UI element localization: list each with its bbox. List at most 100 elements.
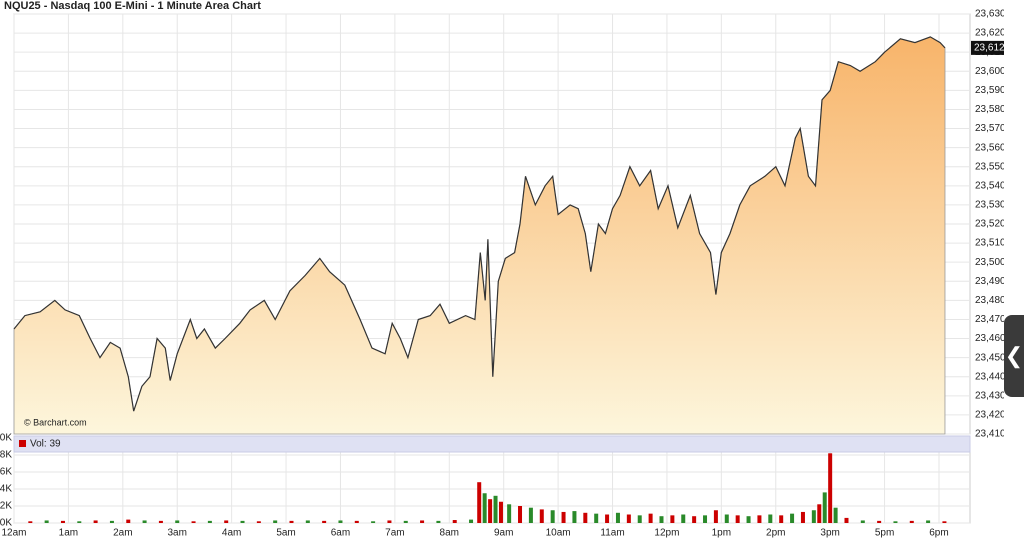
volume-bar bbox=[44, 520, 49, 523]
volume-bar bbox=[371, 521, 376, 523]
volume-bar bbox=[403, 520, 408, 523]
y-tick-label: 23,590 bbox=[975, 85, 1004, 96]
y-tick-label: 23,560 bbox=[975, 142, 1004, 153]
x-tick-label: 4am bbox=[222, 528, 241, 539]
volume-bar bbox=[877, 520, 882, 523]
y-tick-label: 23,510 bbox=[975, 238, 1004, 249]
volume-bar bbox=[909, 520, 914, 523]
volume-bar bbox=[942, 521, 947, 523]
volume-bar bbox=[692, 516, 697, 523]
y-tick-label: 23,410 bbox=[975, 429, 1004, 440]
x-tick-label: 9am bbox=[494, 528, 513, 539]
volume-tick-label: 6K bbox=[0, 467, 12, 478]
volume-bar bbox=[637, 515, 642, 523]
x-tick-label: 10am bbox=[546, 528, 571, 539]
volume-bar bbox=[482, 493, 487, 523]
volume-bar bbox=[387, 520, 392, 523]
volume-bar bbox=[452, 520, 457, 523]
volume-bar bbox=[713, 510, 718, 523]
chart-title: NQU25 - Nasdaq 100 E-Mini - 1 Minute Are… bbox=[4, 0, 261, 12]
volume-bar bbox=[926, 520, 931, 523]
volume-legend-swatch bbox=[19, 440, 26, 447]
x-tick-label: 6am bbox=[331, 528, 350, 539]
volume-bar bbox=[626, 514, 631, 523]
chart: NQU25 - Nasdaq 100 E-Mini - 1 Minute Are… bbox=[0, 0, 1019, 539]
y-tick-label: 23,570 bbox=[975, 123, 1004, 134]
x-tick-label: 2am bbox=[113, 528, 132, 539]
volume-bar bbox=[828, 453, 833, 523]
volume-bar bbox=[860, 520, 865, 523]
collapse-button[interactable]: ❮ bbox=[1004, 315, 1024, 397]
volume-bar bbox=[507, 504, 512, 523]
volume-bar bbox=[605, 514, 610, 523]
volume-bar bbox=[724, 514, 729, 523]
x-tick-label: 11am bbox=[600, 528, 624, 539]
y-tick-label: 23,530 bbox=[975, 200, 1004, 211]
x-tick-label: 1am bbox=[59, 528, 78, 539]
volume-bar bbox=[338, 520, 343, 523]
volume-bar bbox=[191, 521, 196, 523]
x-tick-label: 1pm bbox=[712, 528, 731, 539]
y-tick-label: 23,480 bbox=[975, 295, 1004, 306]
volume-bar bbox=[833, 507, 838, 523]
y-tick-label: 23,430 bbox=[975, 390, 1004, 401]
volume-bar bbox=[126, 519, 131, 523]
volume-bar bbox=[681, 514, 686, 523]
volume-bar bbox=[790, 513, 795, 523]
volume-bar bbox=[572, 511, 577, 523]
y-tick-label: 23,460 bbox=[975, 333, 1004, 344]
volume-tick-label: 10K bbox=[0, 433, 12, 444]
volume-bar bbox=[703, 515, 708, 523]
x-tick-label: 12am bbox=[1, 528, 26, 539]
x-tick-label: 2pm bbox=[766, 528, 785, 539]
volume-bar bbox=[93, 520, 98, 523]
x-tick-label: 3am bbox=[168, 528, 187, 539]
y-tick-label: 23,620 bbox=[975, 28, 1004, 39]
source-label: © Barchart.com bbox=[24, 417, 87, 427]
x-tick-label: 5pm bbox=[875, 528, 894, 539]
volume-bar bbox=[240, 520, 245, 523]
y-tick-label: 23,540 bbox=[975, 180, 1004, 191]
x-tick-label: 7am bbox=[385, 528, 404, 539]
y-tick-label: 23,420 bbox=[975, 410, 1004, 421]
y-tick-label: 23,470 bbox=[975, 314, 1004, 325]
y-tick-label: 23,550 bbox=[975, 161, 1004, 172]
volume-bar bbox=[305, 520, 310, 523]
volume-tick-label: 8K bbox=[0, 450, 12, 461]
volume-bar bbox=[224, 520, 229, 523]
y-tick-label: 23,520 bbox=[975, 219, 1004, 230]
volume-bar bbox=[142, 520, 147, 523]
volume-bar bbox=[28, 521, 33, 523]
x-tick-label: 5am bbox=[276, 528, 295, 539]
volume-bar bbox=[648, 513, 653, 523]
volume-bar bbox=[757, 515, 762, 523]
volume-bar bbox=[256, 521, 261, 523]
x-tick-label: 12pm bbox=[654, 528, 679, 539]
price-line bbox=[13, 36, 946, 412]
volume-bar bbox=[420, 520, 425, 523]
volume-bar bbox=[518, 506, 523, 523]
volume-bar bbox=[594, 513, 599, 523]
volume-tick-label: 0K bbox=[0, 518, 12, 529]
last-price-label: 23,612.25 bbox=[974, 43, 1004, 54]
volume-bar bbox=[60, 520, 65, 523]
volume-bar bbox=[109, 520, 114, 523]
x-tick-label: 3pm bbox=[820, 528, 839, 539]
y-tick-label: 23,630 bbox=[975, 9, 1004, 20]
volume-bar bbox=[469, 519, 474, 523]
x-tick-label: 8am bbox=[440, 528, 459, 539]
volume-bar bbox=[175, 520, 180, 523]
volume-bar bbox=[893, 521, 898, 523]
volume-bar bbox=[817, 504, 822, 523]
volume-bar bbox=[561, 511, 566, 523]
volume-bar bbox=[488, 499, 493, 523]
volume-bar bbox=[354, 520, 359, 523]
volume-tick-label: 2K bbox=[0, 501, 12, 512]
volume-bar bbox=[779, 515, 784, 523]
volume-bar bbox=[498, 501, 503, 523]
volume-legend-label: Vol: 39 bbox=[30, 439, 61, 450]
volume-bar bbox=[539, 509, 544, 523]
volume-bar bbox=[273, 520, 278, 523]
volume-bar bbox=[550, 510, 555, 523]
